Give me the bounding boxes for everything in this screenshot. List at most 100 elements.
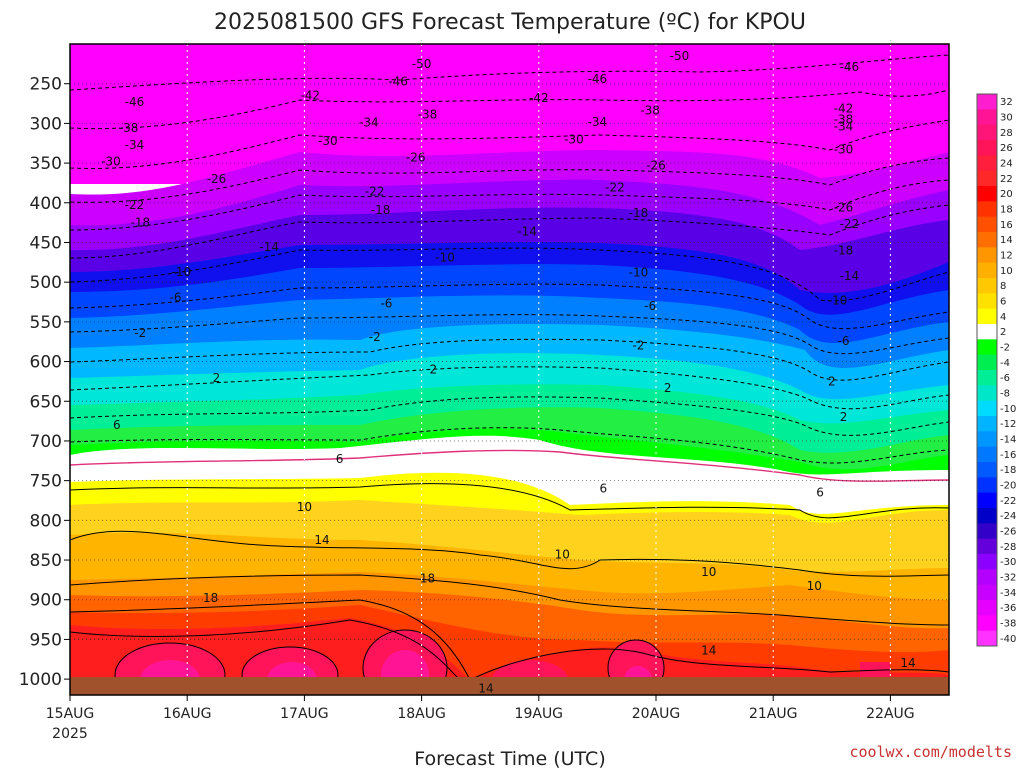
contour-label: -50 xyxy=(412,57,432,71)
colorbar-label: 8 xyxy=(1000,281,1006,292)
colorbar-label: 18 xyxy=(1000,205,1013,216)
colorbar-swatch xyxy=(977,124,997,141)
contour-label: -30 xyxy=(564,132,584,146)
colorbar-label: 16 xyxy=(1000,220,1013,231)
x-year-label: 2025 xyxy=(52,726,88,742)
contour-label: 14 xyxy=(900,656,915,670)
colorbar-label: -4 xyxy=(1000,358,1010,369)
colorbar-swatch xyxy=(977,354,997,371)
colorbar-label: 24 xyxy=(1000,159,1013,170)
colorbar-swatch xyxy=(977,186,997,202)
x-tick-label: 20AUG xyxy=(632,706,681,722)
x-axis-label: Forecast Time (UTC) xyxy=(414,748,605,768)
colorbar-label: 30 xyxy=(1000,113,1013,124)
contour-label: 14 xyxy=(478,682,493,696)
colorbar-label: 6 xyxy=(1000,297,1006,308)
contour-label: -38 xyxy=(119,121,139,135)
colorbar-label: -32 xyxy=(1000,573,1016,584)
contour-label: -18 xyxy=(629,206,649,220)
colorbar-swatch xyxy=(977,140,997,156)
colorbar-swatch xyxy=(977,308,997,325)
contour-label: -14 xyxy=(517,224,537,238)
colorbar-label: -16 xyxy=(1000,450,1016,461)
colorbar-label: 14 xyxy=(1000,235,1013,246)
colorbar-swatch xyxy=(977,492,997,509)
colorbar: 32 30 28 26 24 22 20 18 16 14 12 10 8 6 4 2 -2 -4 -6 -8 -10 -… xyxy=(976,93,1016,647)
colorbar-swatch xyxy=(977,216,997,233)
contour-label: 10 xyxy=(555,547,570,561)
contour-label: -50 xyxy=(670,49,690,63)
isotherm-lines xyxy=(70,54,949,695)
contour-label: -38 xyxy=(640,104,660,118)
y-tick-label: 250 xyxy=(30,75,62,95)
contour-label: -46 xyxy=(840,60,860,74)
colorbar-label: -22 xyxy=(1000,496,1016,507)
colorbar-label: -30 xyxy=(1000,557,1016,568)
contour-label: -18 xyxy=(131,216,151,230)
contour-label: 6 xyxy=(113,418,121,432)
colorbar-label: -38 xyxy=(1000,619,1016,630)
colorbar-swatch xyxy=(977,339,997,356)
colorbar-label: 10 xyxy=(1000,266,1013,277)
contour-label: -38 xyxy=(834,112,854,126)
y-tick-label: 450 xyxy=(30,233,62,253)
contour-label: -30 xyxy=(318,134,338,148)
contour-label: -46 xyxy=(125,95,145,109)
colorbar-label: 28 xyxy=(1000,128,1013,139)
x-tick-label: 19AUG xyxy=(515,706,564,722)
colorbar-swatch xyxy=(977,462,997,478)
colorbar-label: -28 xyxy=(1000,542,1016,553)
colorbar-swatch xyxy=(977,278,997,294)
contour-label: -10 xyxy=(172,265,192,279)
y-tick-label: 550 xyxy=(30,313,62,333)
colorbar-label: 12 xyxy=(1000,251,1013,262)
contour-label: 6 xyxy=(336,452,344,466)
y-tick-label: 350 xyxy=(30,154,62,174)
colorbar-swatch xyxy=(977,170,997,187)
colorbar-swatch xyxy=(977,431,997,448)
y-tick-label: 500 xyxy=(30,273,62,293)
colorbar-label: 4 xyxy=(1000,312,1006,323)
contour-label: 2 xyxy=(840,410,848,424)
contour-label: 2 xyxy=(664,381,672,395)
contour-label: -6 xyxy=(644,299,656,313)
colorbar-swatch xyxy=(977,247,997,264)
x-tick-label: 17AUG xyxy=(280,706,329,722)
contour-label: -34 xyxy=(834,120,854,134)
contour-label: -22 xyxy=(125,198,145,212)
contour-label: 2 xyxy=(213,371,221,385)
y-tick-label: 650 xyxy=(30,392,62,412)
contour-label: -26 xyxy=(406,151,426,165)
colorbar-swatch xyxy=(977,109,997,126)
colorbar-label: -26 xyxy=(1000,527,1016,538)
colorbar-label: 20 xyxy=(1000,189,1013,200)
contour-label: 14 xyxy=(701,644,716,658)
colorbar-label: -20 xyxy=(1000,481,1016,492)
colorbar-label: 32 xyxy=(1000,97,1013,108)
y-tick-label: 300 xyxy=(30,114,62,134)
colorbar-frame xyxy=(976,93,998,647)
colorbar-label: 26 xyxy=(1000,143,1013,154)
colorbar-swatch xyxy=(977,584,997,601)
colorbar-label: -34 xyxy=(1000,588,1016,599)
colorbar-label: -6 xyxy=(1000,373,1010,384)
colorbar-label: -2 xyxy=(1000,343,1010,354)
contour-label: 6 xyxy=(599,482,607,496)
y-tick-label: 600 xyxy=(30,353,62,373)
contour-label: -30 xyxy=(101,154,121,168)
contour-label: 10 xyxy=(297,500,312,514)
contour-label: -34 xyxy=(588,115,608,129)
contour-label: -6 xyxy=(380,297,392,311)
colorbar-swatch xyxy=(977,416,997,432)
contour-label: -10 xyxy=(828,293,848,307)
colorbar-label: -14 xyxy=(1000,435,1016,446)
colorbar-swatch xyxy=(977,630,997,647)
contour-label: -26 xyxy=(207,172,227,186)
contour-label: 10 xyxy=(807,579,822,593)
colorbar-label: -10 xyxy=(1000,404,1016,415)
colorbar-swatch xyxy=(977,400,997,417)
contour-label: -42 xyxy=(300,89,320,103)
contour-label: 14 xyxy=(314,533,329,547)
temperature-field: -50-50-46-46 -46-46-42 -42-42-38-38 -38-38-… xyxy=(70,44,949,696)
